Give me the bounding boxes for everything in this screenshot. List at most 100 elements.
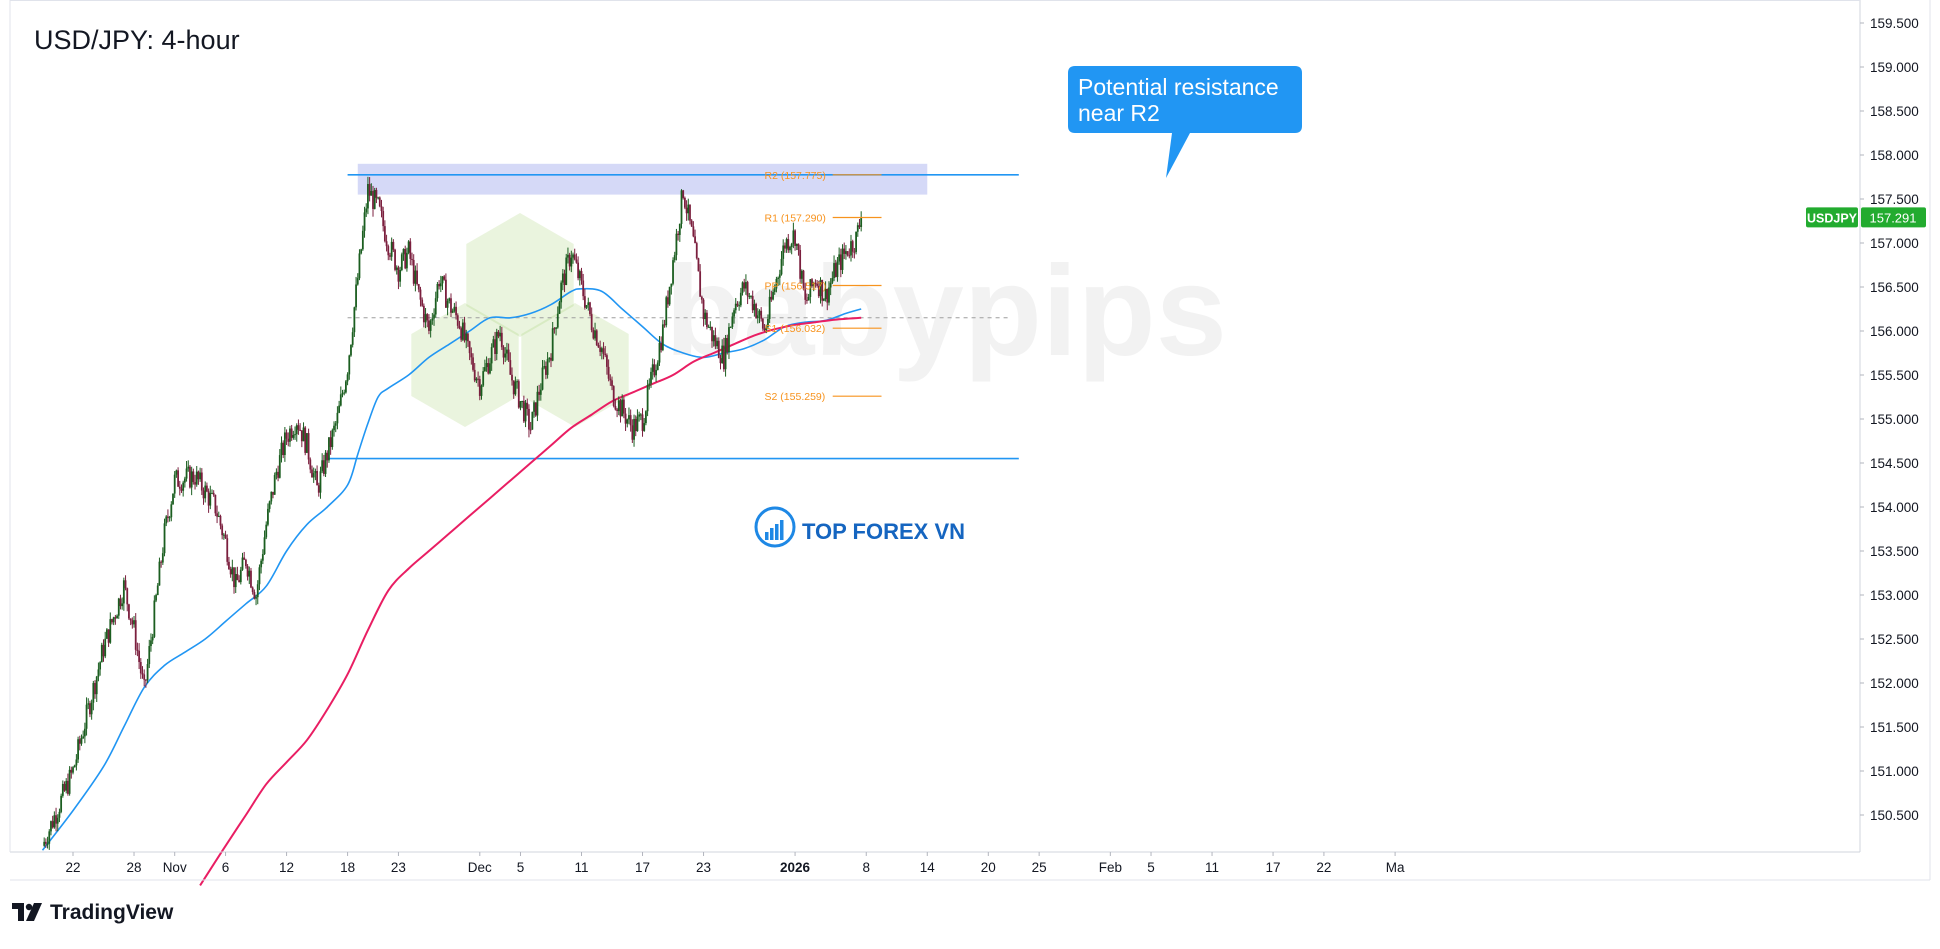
candle[interactable] — [548, 357, 551, 363]
candle[interactable] — [660, 336, 663, 353]
candle[interactable] — [502, 345, 505, 365]
candle[interactable] — [785, 237, 788, 253]
candle[interactable] — [241, 552, 244, 571]
candle[interactable] — [187, 460, 190, 472]
candle[interactable] — [129, 618, 132, 626]
candle[interactable] — [750, 295, 752, 299]
candle[interactable] — [229, 566, 232, 578]
candle[interactable] — [244, 558, 247, 569]
candle[interactable] — [246, 564, 249, 581]
candle[interactable] — [509, 352, 512, 375]
candle[interactable] — [365, 203, 368, 217]
candle[interactable] — [289, 425, 291, 447]
candle[interactable] — [189, 465, 191, 489]
candle[interactable] — [851, 239, 854, 258]
candle[interactable] — [156, 583, 159, 596]
candle[interactable] — [777, 276, 780, 286]
candle[interactable] — [404, 245, 407, 270]
candle[interactable] — [516, 379, 518, 389]
candle[interactable] — [524, 399, 527, 428]
candle[interactable] — [811, 278, 813, 288]
candle[interactable] — [297, 419, 300, 435]
candle[interactable] — [319, 466, 322, 499]
candle[interactable] — [641, 408, 644, 437]
last-price-tag[interactable]: USDJPY 157.291 — [1806, 207, 1926, 228]
candle[interactable] — [273, 472, 276, 495]
candle[interactable] — [517, 379, 520, 409]
candle[interactable] — [672, 257, 674, 286]
candle[interactable] — [167, 509, 169, 523]
candle[interactable] — [497, 330, 500, 339]
candle[interactable] — [412, 254, 415, 286]
candle[interactable] — [89, 700, 91, 718]
candle[interactable] — [802, 269, 805, 291]
candle[interactable] — [55, 807, 57, 832]
candle[interactable] — [121, 597, 124, 610]
candle[interactable] — [609, 374, 612, 386]
candle[interactable] — [416, 263, 418, 286]
candle[interactable] — [175, 469, 178, 478]
candle[interactable] — [772, 287, 774, 301]
candle[interactable] — [826, 288, 829, 311]
candle[interactable] — [833, 255, 835, 282]
candle[interactable] — [128, 603, 130, 620]
candle[interactable] — [385, 234, 388, 252]
candle[interactable] — [572, 252, 574, 264]
candle[interactable] — [636, 409, 639, 432]
candle[interactable] — [656, 360, 659, 371]
candle[interactable] — [575, 253, 578, 264]
candle[interactable] — [680, 189, 683, 229]
candle[interactable] — [116, 614, 118, 619]
candle[interactable] — [94, 680, 96, 699]
candle[interactable] — [534, 402, 537, 417]
candle[interactable] — [794, 229, 796, 251]
candle[interactable] — [634, 415, 637, 437]
candle[interactable] — [816, 279, 819, 288]
candle[interactable] — [621, 394, 624, 417]
candle[interactable] — [53, 811, 56, 829]
candle[interactable] — [170, 501, 173, 522]
candle[interactable] — [300, 430, 303, 448]
candle[interactable] — [624, 408, 627, 432]
candle[interactable] — [92, 680, 95, 711]
candle[interactable] — [165, 515, 168, 527]
candle[interactable] — [255, 594, 257, 606]
candle[interactable] — [787, 233, 790, 253]
candle[interactable] — [533, 400, 535, 418]
candle[interactable] — [77, 736, 79, 763]
candle[interactable] — [377, 196, 379, 200]
candle[interactable] — [302, 422, 305, 442]
candle[interactable] — [677, 230, 680, 241]
candle[interactable] — [514, 376, 517, 396]
candle[interactable] — [438, 280, 441, 290]
candle[interactable] — [331, 428, 334, 450]
candle[interactable] — [321, 453, 324, 474]
candle[interactable] — [806, 293, 808, 304]
candle[interactable] — [556, 306, 559, 329]
candle[interactable] — [670, 283, 673, 295]
candle[interactable] — [402, 248, 405, 261]
candle[interactable] — [136, 642, 139, 657]
candle[interactable] — [350, 344, 352, 357]
candle[interactable] — [80, 734, 83, 746]
candle[interactable] — [682, 189, 685, 200]
candle[interactable] — [522, 395, 525, 424]
candle[interactable] — [267, 503, 269, 527]
candle[interactable] — [231, 559, 234, 582]
candle[interactable] — [217, 511, 220, 518]
candle[interactable] — [411, 252, 413, 266]
candle[interactable] — [726, 334, 729, 355]
candle[interactable] — [68, 766, 71, 796]
candle[interactable] — [829, 278, 832, 296]
candle[interactable] — [387, 244, 390, 261]
candle[interactable] — [843, 242, 846, 260]
candle[interactable] — [622, 396, 625, 419]
candle[interactable] — [741, 281, 744, 296]
candle[interactable] — [822, 298, 825, 302]
candle[interactable] — [853, 248, 856, 259]
candle[interactable] — [56, 814, 59, 832]
candle[interactable] — [731, 312, 734, 329]
candle[interactable] — [653, 359, 656, 378]
candle[interactable] — [277, 465, 279, 482]
